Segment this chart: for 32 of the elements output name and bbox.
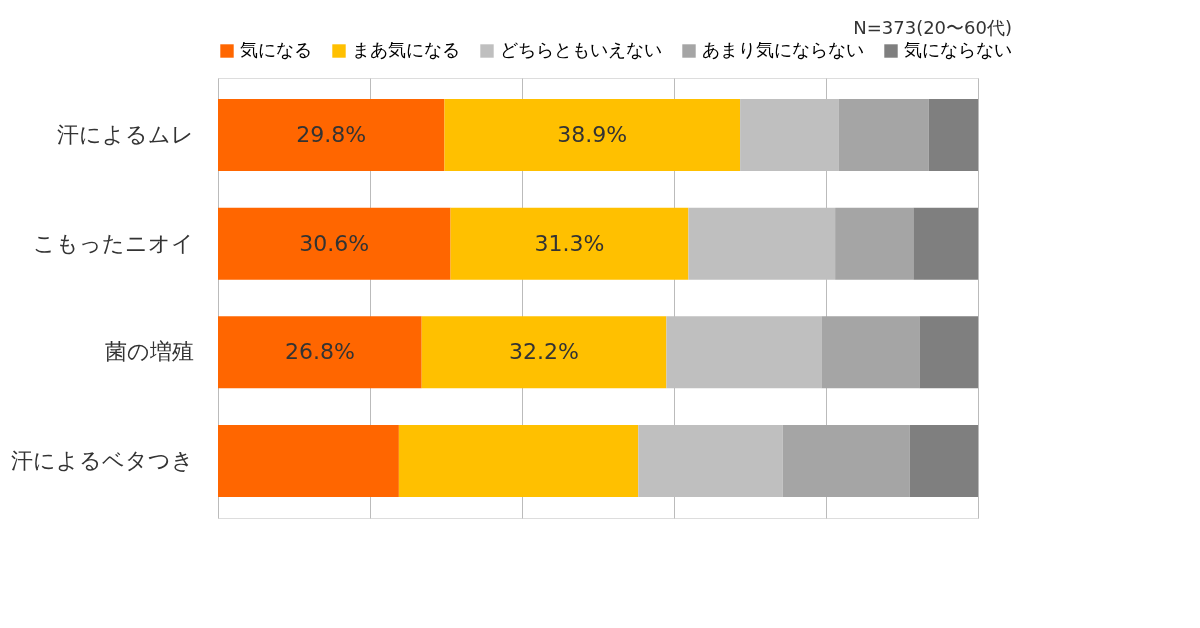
bar: [838, 99, 929, 172]
data-label: 32.2%: [509, 339, 579, 365]
bar: [218, 99, 445, 172]
legend-label: まあ気になる: [352, 39, 460, 60]
bar: [782, 424, 910, 497]
y-tick-label: 汗によるムレ: [56, 122, 194, 148]
bar: [928, 99, 978, 172]
bar: [821, 316, 920, 389]
text: N=373(20〜60代): [853, 17, 1012, 38]
bar: [398, 424, 639, 497]
bar: [450, 207, 689, 280]
data-label: 31.3%: [534, 230, 605, 256]
bar: [421, 316, 667, 389]
bar: [218, 316, 422, 389]
bar: [218, 424, 399, 497]
data-label: 26.8%: [284, 339, 355, 365]
bar: [218, 207, 451, 280]
bar: [835, 207, 914, 280]
y-tick-label: 汗によるベタつき: [10, 447, 194, 473]
bar: [919, 316, 978, 389]
bar: [913, 207, 978, 280]
legend-label: 気にならない: [904, 39, 1012, 60]
y-tick-label: こもったニオイ: [32, 230, 194, 256]
data-label: 29.8%: [296, 122, 367, 148]
data-label: 30.6%: [299, 230, 370, 256]
data-label: 38.9%: [557, 122, 628, 148]
legend-label: 気になる: [240, 39, 312, 60]
y-tick-label: 菌の増殖: [104, 339, 194, 365]
legend-label: あまり気にならない: [702, 39, 864, 60]
legend-label: どちらともいえない: [500, 39, 662, 60]
bar: [909, 424, 978, 497]
bar: [444, 99, 741, 172]
